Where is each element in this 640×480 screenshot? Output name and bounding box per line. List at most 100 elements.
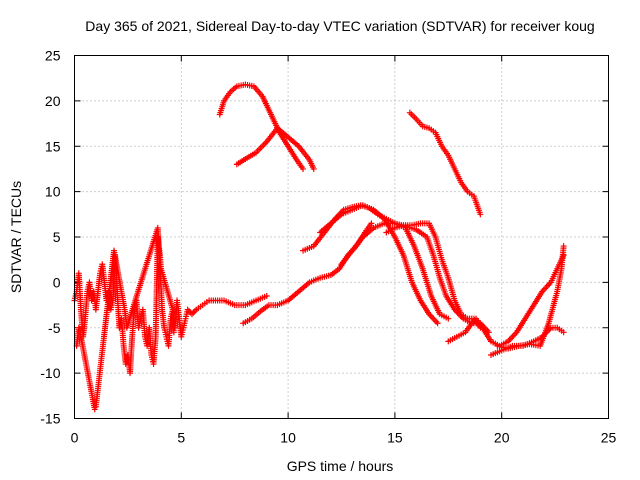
arc-G-point bbox=[347, 249, 354, 256]
arc-J-point bbox=[478, 322, 485, 329]
y-tick-label: 5 bbox=[53, 229, 61, 245]
arc-J-point bbox=[521, 317, 528, 324]
arc-D-point bbox=[315, 275, 322, 282]
arc-E-point bbox=[427, 291, 434, 298]
arc-A-noisy-point bbox=[203, 299, 210, 306]
arc-A-noisy-point bbox=[182, 317, 189, 324]
arc-L-point bbox=[544, 322, 551, 329]
arc-D-point bbox=[294, 289, 301, 296]
arc-A-noisy-point bbox=[148, 349, 155, 356]
arc-K-point bbox=[552, 324, 559, 331]
arc-F-point bbox=[425, 309, 432, 316]
arc-D-point bbox=[304, 280, 311, 287]
arc-K-point bbox=[558, 327, 565, 334]
arc-I-point bbox=[468, 191, 475, 198]
arc-F-point bbox=[399, 250, 406, 257]
arc-D-point bbox=[367, 222, 374, 229]
arc-A-spikes-point bbox=[121, 304, 128, 311]
arc-F-point bbox=[379, 214, 386, 221]
arc-L-point bbox=[553, 290, 560, 297]
arc-J-point bbox=[538, 290, 545, 297]
x-tick-label: 15 bbox=[387, 430, 403, 446]
arc-H-point bbox=[444, 272, 451, 279]
arc-C-point bbox=[251, 150, 258, 157]
arc-L-point bbox=[513, 343, 520, 350]
y-tick-label: -10 bbox=[40, 365, 60, 381]
arc-I-point bbox=[423, 124, 430, 131]
arc-B-point bbox=[258, 91, 265, 98]
x-tick-label: 0 bbox=[71, 430, 79, 446]
y-tick-label: 20 bbox=[45, 93, 61, 109]
arc-C-point bbox=[305, 155, 312, 162]
arc-B-point bbox=[298, 164, 305, 171]
arc-H-point bbox=[389, 226, 396, 233]
arc-E-point bbox=[435, 309, 442, 316]
x-axis-label: GPS time / hours bbox=[287, 458, 394, 474]
arc-H-point bbox=[462, 314, 469, 321]
chart-title: Day 365 of 2021, Sidereal Day-to-day VTE… bbox=[85, 18, 594, 34]
arc-E-point bbox=[308, 243, 315, 250]
arc-B-point bbox=[226, 90, 233, 97]
arc-I-point bbox=[457, 177, 464, 184]
arc-F-point bbox=[416, 295, 423, 302]
arc-A-noisy-point bbox=[250, 298, 257, 305]
arc-A-noisy-point bbox=[160, 322, 167, 329]
y-tick-label: 15 bbox=[45, 138, 61, 154]
arc-F-point bbox=[408, 277, 415, 284]
arc-F-point bbox=[336, 212, 343, 219]
arc-G-point bbox=[442, 290, 449, 297]
arc-G-point bbox=[436, 272, 443, 279]
arc-A-noisy-point bbox=[229, 301, 236, 308]
arc-I-point bbox=[418, 121, 425, 128]
arc-A-noisy-point bbox=[218, 297, 225, 304]
arc-J-point bbox=[460, 330, 467, 337]
arc-C-point bbox=[294, 141, 301, 148]
arc-E-point bbox=[443, 314, 450, 321]
arc-H-point bbox=[423, 220, 430, 227]
arc-F-point bbox=[433, 318, 440, 325]
arc-C-point bbox=[262, 140, 269, 147]
y-tick-label: 10 bbox=[45, 184, 61, 200]
arc-B-point bbox=[267, 109, 274, 116]
arc-J-point bbox=[486, 336, 493, 343]
arc-A-spikes-point bbox=[77, 331, 84, 338]
arc-B-point bbox=[284, 141, 291, 148]
x-tick-label: 25 bbox=[601, 430, 617, 446]
arc-C-point bbox=[240, 157, 247, 164]
arc-I-point bbox=[411, 114, 418, 121]
arc-D-point bbox=[282, 298, 289, 305]
arc-A-noisy-point bbox=[162, 331, 169, 338]
y-tick-label: -5 bbox=[48, 320, 61, 336]
arc-A-noisy-point bbox=[240, 302, 247, 309]
arc-A-noisy-point bbox=[191, 308, 198, 315]
arc-G-point bbox=[379, 221, 386, 228]
arc-C-point bbox=[283, 132, 290, 139]
arc-F-point bbox=[347, 207, 354, 214]
arc-A-noisy-point bbox=[96, 272, 103, 279]
arc-G-point bbox=[369, 226, 376, 233]
y-axis-label: SDTVAR / TECUs bbox=[8, 181, 24, 293]
arc-J-point bbox=[546, 280, 553, 287]
arc-G-point bbox=[429, 250, 436, 257]
marker-layer bbox=[71, 81, 567, 413]
y-tick-label: -15 bbox=[40, 411, 60, 427]
arc-I-point bbox=[463, 186, 470, 193]
arc-I-point bbox=[476, 209, 483, 216]
arc-J-point bbox=[451, 334, 458, 341]
arc-D-point bbox=[325, 272, 332, 279]
arc-A-noisy-point bbox=[167, 317, 174, 324]
arc-B-point bbox=[220, 99, 227, 106]
arc-A-noisy-point bbox=[197, 303, 204, 310]
arc-H-point bbox=[457, 309, 464, 316]
plot-frame bbox=[74, 55, 609, 419]
arc-E-point bbox=[410, 241, 417, 248]
arc-E-point bbox=[418, 263, 425, 270]
arc-D-point bbox=[255, 309, 262, 316]
arc-J-point bbox=[529, 303, 536, 310]
arc-B-point bbox=[248, 82, 255, 89]
arc-A-spikes-point bbox=[170, 327, 177, 334]
arc-A-noisy-point bbox=[141, 331, 148, 338]
arc-J-point bbox=[467, 322, 474, 329]
arc-I-point bbox=[437, 141, 444, 148]
